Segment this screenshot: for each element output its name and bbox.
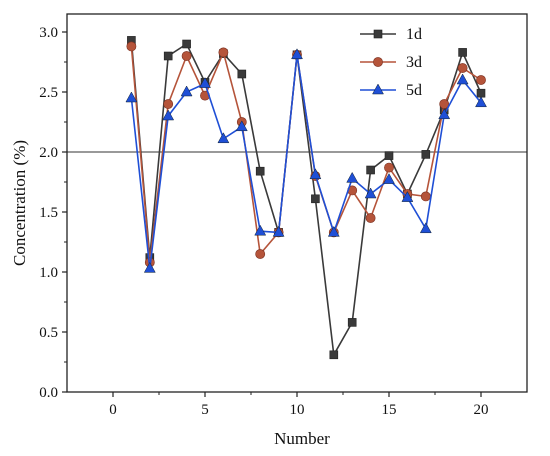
series-layer <box>125 36 487 360</box>
legend-item-3d: 3d <box>360 54 422 71</box>
y-tick-label: 1.0 <box>39 265 58 281</box>
y-tick-label: 2.0 <box>39 145 58 161</box>
x-tick-label: 5 <box>201 402 209 418</box>
x-tick-label: 15 <box>382 402 397 418</box>
data-point-1d <box>255 166 265 176</box>
data-point-3d <box>163 99 174 109</box>
x-tick-label: 10 <box>290 402 305 418</box>
y-axis-label: Concentration (%) <box>10 140 29 266</box>
data-point-5d <box>456 73 469 85</box>
data-point-1d <box>329 350 339 360</box>
y-tick-label: 0.5 <box>39 325 58 341</box>
data-point-1d <box>311 194 320 204</box>
data-point-5d <box>291 48 303 60</box>
data-point-5d <box>419 222 432 234</box>
data-point-5d <box>235 120 248 132</box>
data-point-5d <box>475 96 487 108</box>
data-point-5d <box>364 187 377 199</box>
data-point-5d <box>162 109 175 121</box>
data-point-3d <box>476 75 486 85</box>
y-tick-label: 2.5 <box>39 85 58 101</box>
data-point-5d <box>272 225 285 237</box>
data-point-3d <box>255 249 266 259</box>
y-tick-label: 1.5 <box>39 205 58 221</box>
data-point-5d <box>438 108 451 120</box>
y-tick-label: 0.0 <box>39 385 58 401</box>
data-point-1d <box>421 150 431 159</box>
series-line-5d <box>130 54 482 269</box>
data-point-1d <box>237 69 247 79</box>
data-point-5d <box>143 261 156 273</box>
data-point-5d <box>217 132 230 144</box>
legend-label: 1d <box>406 26 422 43</box>
data-point-3d <box>420 191 431 202</box>
data-point-3d <box>457 63 468 73</box>
legend-marker <box>373 29 383 39</box>
data-point-5d <box>346 171 359 183</box>
data-point-5d <box>254 224 267 236</box>
data-point-1d <box>182 39 191 49</box>
data-point-1d <box>458 48 467 57</box>
plot-frame <box>66 13 528 393</box>
legend-item-1d: 1d <box>360 26 422 43</box>
x-tick-label: 0 <box>109 402 117 418</box>
axis-layer: 0.0 0.5 1.0 1.5 2.0 2.5 3.0 0 5 10 15 20 <box>39 25 488 418</box>
data-point-1d <box>347 318 357 327</box>
data-point-5d <box>180 85 193 97</box>
series-3d <box>126 41 486 268</box>
data-point-3d <box>126 41 137 52</box>
data-point-3d <box>181 51 192 61</box>
data-point-5d <box>309 168 322 180</box>
series-line-1d <box>130 40 482 358</box>
legend-label: 5d <box>406 82 422 99</box>
data-point-5d <box>199 77 211 88</box>
x-axis-label: Number <box>274 429 330 448</box>
data-point-1d <box>476 88 486 98</box>
legend-label: 3d <box>406 54 422 71</box>
data-point-5d <box>401 191 414 202</box>
x-tick-label: 20 <box>474 402 489 418</box>
data-point-5d <box>327 225 340 237</box>
data-point-3d <box>365 213 376 223</box>
data-point-3d <box>218 47 229 58</box>
y-tick-label: 3.0 <box>39 25 58 41</box>
series-5d <box>125 48 487 273</box>
legend-marker <box>373 57 383 67</box>
data-point-1d <box>384 151 394 160</box>
data-point-3d <box>384 162 394 173</box>
data-point-5d <box>125 91 138 103</box>
legend: 1d 3d 5d <box>360 26 422 99</box>
data-point-5d <box>383 173 395 184</box>
legend-item-5d: 5d <box>360 82 422 99</box>
data-point-1d <box>366 165 375 175</box>
legend-marker <box>372 83 384 95</box>
data-point-1d <box>163 51 173 61</box>
